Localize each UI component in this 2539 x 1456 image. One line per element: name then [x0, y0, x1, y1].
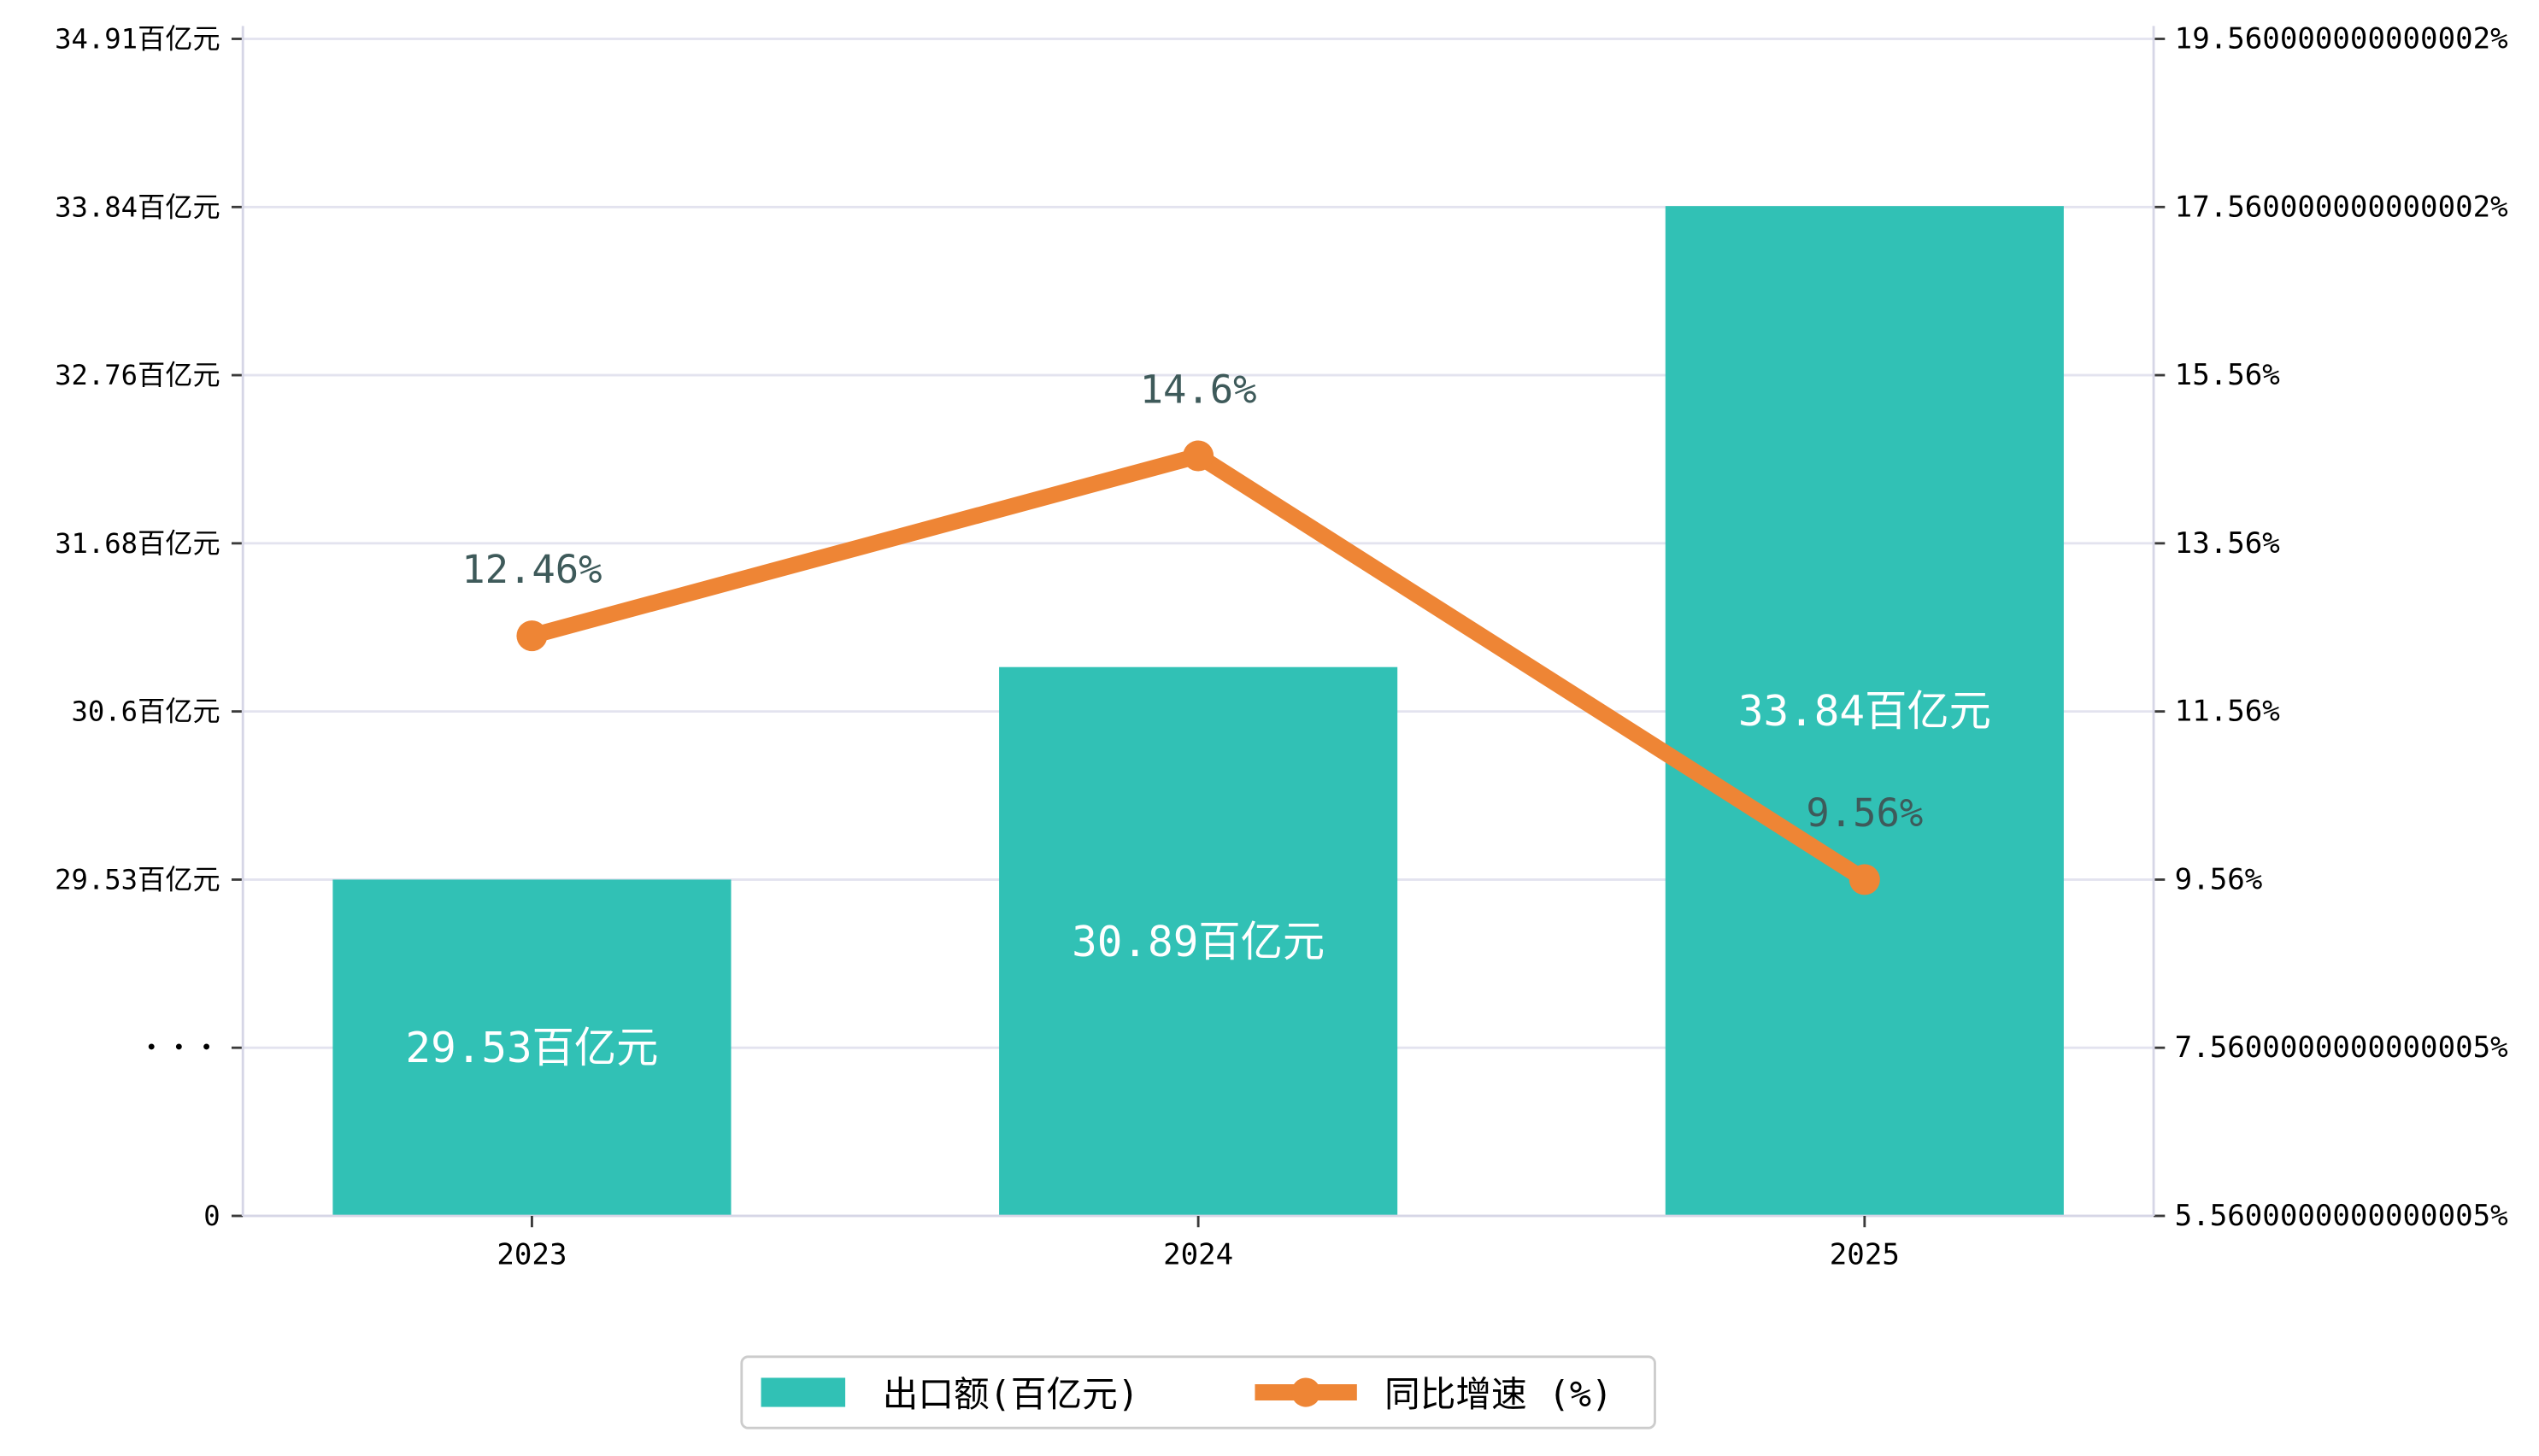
- x-tick-label-2024: 2024: [1163, 1237, 1233, 1271]
- legend-label-export: 出口额(百亿元): [883, 1373, 1139, 1415]
- y-right-tick-label: 9.56%: [2175, 862, 2263, 896]
- bar-2025: [1665, 206, 2064, 1216]
- bar-2023: [332, 879, 732, 1216]
- y-right-tick-label: 17.560000000000002%: [2175, 190, 2508, 224]
- bar-label-2025: 33.84百亿元: [1738, 686, 1991, 736]
- y-right-tick-label: 15.56%: [2175, 358, 2280, 392]
- legend-marker-growth: [1291, 1377, 1321, 1407]
- y-left-tick-label: 0: [203, 1200, 220, 1232]
- growth-label-2023: 12.46%: [461, 547, 602, 592]
- growth-label-2025: 9.56%: [1806, 790, 1923, 836]
- legend-frame: [740, 1355, 1656, 1430]
- y-left-tick-label: 34.91百亿元: [55, 22, 220, 55]
- x-tick-label-2023: 2023: [497, 1237, 567, 1271]
- y-left-tick-label: 31.68百亿元: [55, 527, 220, 560]
- y-left-tick-label: ・・・: [138, 1031, 220, 1064]
- y-left-tick-label: 30.6百亿元: [72, 696, 220, 728]
- legend-label-growth: 同比增速 (%): [1384, 1373, 1613, 1415]
- bar-label-2023: 29.53百亿元: [405, 1023, 658, 1072]
- growth-marker-2023: [516, 620, 548, 652]
- y-right-tick-label: 7.5600000000000005%: [2175, 1030, 2508, 1065]
- legend-swatch-export: [761, 1377, 846, 1407]
- data-labels: 29.53百亿元 30.89百亿元 33.84百亿元 12.46% 14.6% 9.56%: [405, 367, 1990, 1072]
- growth-label-2024: 14.6%: [1140, 367, 1257, 412]
- growth-marker-2024: [1183, 440, 1214, 472]
- growth-line-layer: [516, 440, 1880, 895]
- x-tick-label-2025: 2025: [1830, 1237, 1900, 1271]
- bars: [332, 206, 2064, 1216]
- y-right-tick-label: 11.56%: [2175, 695, 2280, 729]
- bar-label-2024: 30.89百亿元: [1072, 917, 1325, 966]
- y-left-tick-label: 33.84百亿元: [55, 191, 220, 223]
- axes: 0 ・・・ 29.53百亿元 30.6百亿元 31.68百亿元 32.76百亿元 33.84…: [55, 21, 2508, 1271]
- y-right-tick-label: 13.56%: [2175, 526, 2280, 561]
- y-left-tick-label: 32.76百亿元: [55, 359, 220, 391]
- y-right-tick-label: 5.5600000000000005%: [2175, 1199, 2508, 1233]
- y-left-tick-label: 29.53百亿元: [55, 863, 220, 895]
- bar-2024: [999, 666, 1398, 1216]
- legend: 出口额(百亿元) 同比增速 (%): [740, 1355, 1656, 1430]
- growth-marker-2025: [1848, 864, 1880, 895]
- y-right-tick-label: 19.560000000000002%: [2175, 21, 2508, 56]
